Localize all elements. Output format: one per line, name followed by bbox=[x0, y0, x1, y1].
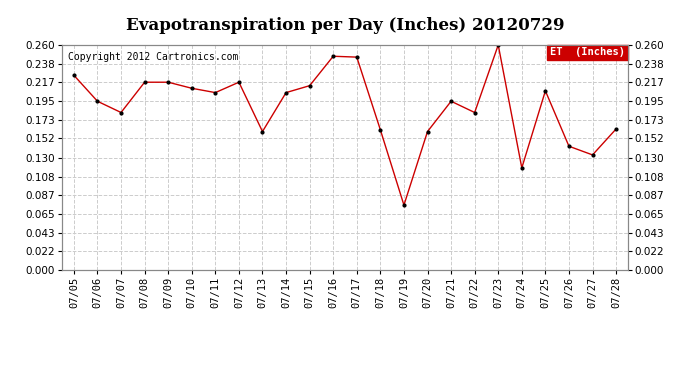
Text: Evapotranspiration per Day (Inches) 20120729: Evapotranspiration per Day (Inches) 2012… bbox=[126, 17, 564, 34]
Text: ET  (Inches): ET (Inches) bbox=[550, 47, 625, 57]
Text: Copyright 2012 Cartronics.com: Copyright 2012 Cartronics.com bbox=[68, 52, 238, 62]
